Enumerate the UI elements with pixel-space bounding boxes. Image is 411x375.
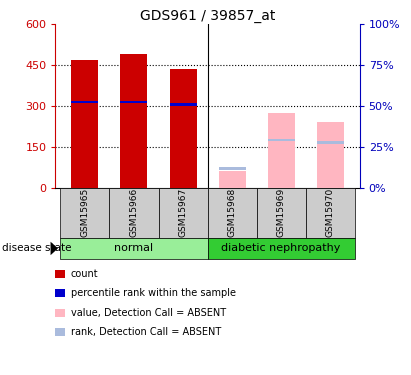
Text: rank, Detection Call = ABSENT: rank, Detection Call = ABSENT (71, 327, 221, 337)
Text: GSM15968: GSM15968 (228, 188, 237, 237)
Text: GSM15965: GSM15965 (81, 188, 90, 237)
Text: percentile rank within the sample: percentile rank within the sample (71, 288, 236, 298)
Bar (306, 188, 355, 238)
Bar (109, 188, 159, 238)
Bar (256, 188, 306, 238)
Bar (268, 139, 295, 141)
Text: count: count (71, 269, 98, 279)
Text: value, Detection Call = ABSENT: value, Detection Call = ABSENT (71, 308, 226, 318)
Bar (268, 113, 295, 188)
Bar (317, 122, 344, 188)
Text: diabetic nephropathy: diabetic nephropathy (222, 243, 341, 254)
Bar (208, 188, 256, 238)
Bar (72, 100, 98, 103)
Text: GSM15967: GSM15967 (178, 188, 187, 237)
Bar (72, 60, 98, 188)
Bar (120, 100, 148, 103)
Text: GSM15969: GSM15969 (277, 188, 286, 237)
Bar (60, 238, 208, 259)
Bar (219, 171, 246, 188)
Text: GSM15970: GSM15970 (326, 188, 335, 237)
Bar (208, 238, 355, 259)
Bar (170, 69, 196, 188)
Bar (219, 167, 246, 170)
Title: GDS961 / 39857_at: GDS961 / 39857_at (140, 9, 275, 23)
Text: normal: normal (114, 243, 154, 254)
Bar (170, 103, 196, 106)
Bar (317, 141, 344, 144)
Bar (120, 54, 148, 188)
Text: GSM15966: GSM15966 (129, 188, 139, 237)
Bar (60, 188, 109, 238)
Text: disease state: disease state (2, 243, 72, 254)
Bar (159, 188, 208, 238)
